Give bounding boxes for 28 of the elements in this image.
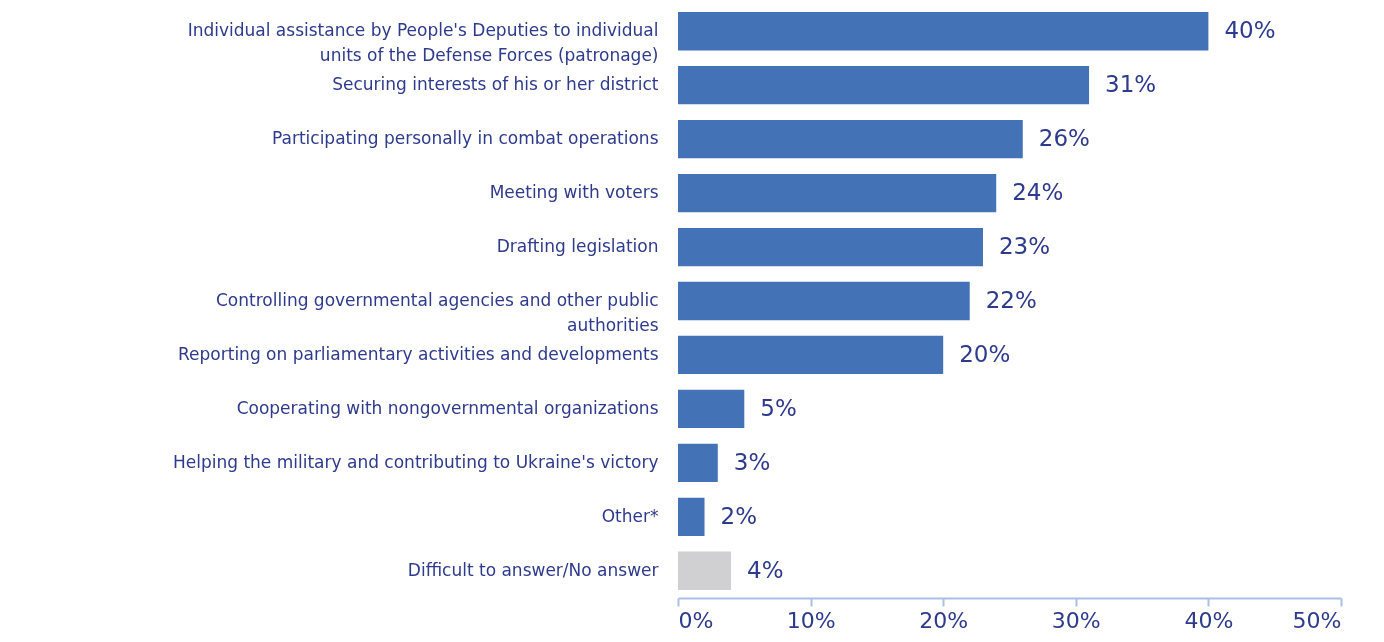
data-label: 5% <box>760 394 797 421</box>
x-tick-label: 30% <box>1051 607 1101 633</box>
data-label: 3% <box>733 448 771 475</box>
y-tick-label: Securing interests of his or her district <box>332 74 659 95</box>
data-label: 2% <box>720 502 758 529</box>
y-tick-label: Controlling governmental agencies and other public authorities <box>215 290 659 335</box>
data-label: 24% <box>1012 179 1064 206</box>
y-tick-label: Individual assistance by People's Deputies to individual units of the Defense Forces (patronage) <box>187 20 659 66</box>
x-tick-label: 20% <box>919 607 969 633</box>
y-tick-label: Meeting with voters <box>489 182 659 203</box>
y-tick-label: Cooperating with nongovernmental organizations <box>236 397 659 418</box>
data-label: 40% <box>1224 17 1276 44</box>
x-tick-label: 0% <box>678 607 714 633</box>
data-label: 4% <box>747 556 784 583</box>
y-tick-label: Helping the military and contributing to Ukraine's victory <box>172 451 659 472</box>
y-tick-label: Participating personally in combat operations <box>272 128 659 149</box>
y-tick-label: Other* <box>601 505 659 526</box>
x-tick-label: 40% <box>1184 607 1234 633</box>
x-tick-label: 50% <box>1292 607 1342 633</box>
y-tick-label: Difficult to answer/No answer <box>407 559 659 580</box>
data-label: 22% <box>985 287 1037 313</box>
data-label: 20% <box>959 340 1011 367</box>
x-tick-label: 10% <box>786 607 836 633</box>
data-label: 26% <box>1038 125 1090 152</box>
y-tick-label: Drafting legislation <box>496 236 659 257</box>
data-label: 31% <box>1105 71 1157 98</box>
y-tick-label: Reporting on parliamentary activities and developments <box>178 343 659 364</box>
data-label: 23% <box>998 233 1051 260</box>
